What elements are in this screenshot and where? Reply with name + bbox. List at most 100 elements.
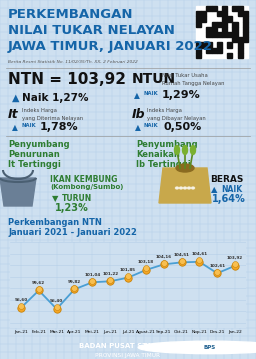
Text: Ib: Ib [132,108,146,121]
Text: 104,16: 104,16 [156,255,172,258]
Bar [227,53,232,58]
Text: It: It [8,108,19,121]
Text: 104,61: 104,61 [191,252,207,256]
Ellipse shape [176,164,194,172]
Bar [217,42,222,48]
Text: Kenaikan: Kenaikan [136,150,180,159]
Point [197,257,201,263]
Circle shape [138,341,256,354]
Point [108,277,112,283]
Bar [196,48,201,53]
Bar [238,48,243,53]
Text: ▲: ▲ [12,123,18,132]
Point [197,259,201,265]
Point [90,279,94,285]
Text: ▲: ▲ [135,123,141,132]
Text: ▲: ▲ [12,93,19,103]
Bar [196,6,248,58]
Bar [227,17,232,22]
Point [37,288,41,293]
Bar [222,22,227,27]
Ellipse shape [187,187,190,189]
Point [72,285,77,290]
Text: PROVINSI JAWA TIMUR: PROVINSI JAWA TIMUR [95,353,161,358]
Bar [212,48,217,53]
Text: TURUN: TURUN [62,194,92,203]
Text: Berita Resmi Statistik No. 11/02/35/Th. XX, 2 Februari 2022: Berita Resmi Statistik No. 11/02/35/Th. … [8,60,138,64]
Bar [232,6,238,11]
Text: 99,62: 99,62 [32,281,45,285]
Text: NILAI TUKAR NELAYAN: NILAI TUKAR NELAYAN [8,24,175,37]
Bar [212,32,217,37]
Text: PERKEMBANGAN: PERKEMBANGAN [8,8,133,21]
Text: ▼: ▼ [52,194,59,203]
Bar [206,32,212,37]
Bar [238,42,243,48]
Bar [212,27,217,32]
Bar [232,27,238,32]
Text: yang Diterima Nelayan: yang Diterima Nelayan [22,116,83,121]
Bar [232,37,238,42]
Bar [243,11,248,17]
Text: BERAS: BERAS [210,175,243,184]
Bar [206,48,212,53]
Bar [196,53,201,58]
Bar [227,42,232,48]
Bar [217,11,222,17]
Bar [243,37,248,42]
Text: NAIK: NAIK [144,123,159,128]
Text: (Kombong/Sumbo): (Kombong/Sumbo) [50,184,123,190]
Point [126,273,130,279]
Text: Perkembangan NTN: Perkembangan NTN [8,218,102,227]
Point [72,286,77,292]
Text: 102,61: 102,61 [209,264,225,267]
Text: yang Dibayar Nelayan: yang Dibayar Nelayan [147,116,206,121]
Ellipse shape [183,145,187,154]
Text: NAIK: NAIK [21,123,36,128]
Bar [201,11,206,17]
Bar [222,27,227,32]
Text: 1,23%: 1,23% [55,203,89,213]
Bar [201,17,206,22]
Text: 0,50%: 0,50% [163,122,201,132]
Bar [196,11,201,17]
Text: It Tertinggi: It Tertinggi [8,160,61,169]
Text: Januari 2021 - Januari 2022: Januari 2021 - Januari 2022 [8,228,137,237]
Bar [243,27,248,32]
Bar [212,22,217,27]
Ellipse shape [176,187,178,189]
Text: Naik 1,27%: Naik 1,27% [22,93,89,103]
Text: Penyumbang: Penyumbang [8,140,70,149]
Text: BADAN PUSAT STATISTIK: BADAN PUSAT STATISTIK [79,343,177,349]
Text: Penyumbang: Penyumbang [136,140,198,149]
Bar [238,53,243,58]
Text: ▲: ▲ [211,185,218,194]
Point [233,261,237,267]
Point [215,270,219,276]
Bar [243,32,248,37]
Text: Nilai Tukar Usaha: Nilai Tukar Usaha [162,73,208,78]
Bar [243,22,248,27]
Text: Ib Tertinggi: Ib Tertinggi [136,160,191,169]
Text: 1,64%: 1,64% [212,194,246,204]
Text: BPS: BPS [204,345,216,350]
Text: Indeks Harga: Indeks Harga [147,108,182,113]
Text: NTN = 103,92: NTN = 103,92 [8,72,126,87]
Text: NAIK: NAIK [143,91,158,96]
Bar [243,17,248,22]
Ellipse shape [179,187,183,189]
Bar [222,32,227,37]
Text: 96,40: 96,40 [50,299,63,303]
Bar [217,32,222,37]
Polygon shape [0,178,36,206]
Text: 104,51: 104,51 [174,253,189,257]
Point [179,260,184,265]
Text: 99,82: 99,82 [68,280,81,284]
Point [162,260,166,266]
Point [126,275,130,280]
Point [19,303,23,309]
Text: Rumah Tangga Nelayan: Rumah Tangga Nelayan [162,81,225,86]
Bar [201,42,206,48]
Point [37,286,41,292]
Point [144,267,148,273]
